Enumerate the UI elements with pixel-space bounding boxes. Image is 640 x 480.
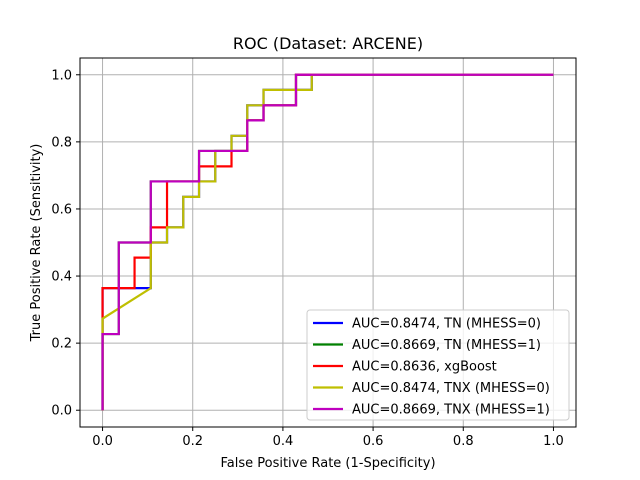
y-tick-label: 0.4	[51, 270, 72, 285]
x-tick-label: 0.6	[363, 434, 384, 449]
roc-line-series-4	[101, 73, 554, 411]
chart-title: ROC (Dataset: ARCENE)	[233, 34, 423, 53]
x-tick-label: 0.2	[182, 434, 203, 449]
y-tick-label: 1.0	[51, 68, 72, 83]
x-axis-label: False Positive Rate (1-Specificity)	[220, 456, 435, 471]
legend-label: AUC=0.8636, xgBoost	[352, 360, 497, 375]
y-axis-label: True Positive Rate (Sensitivity)	[29, 144, 44, 343]
grid	[80, 58, 576, 427]
y-axis-ticks: 0.0 0.2 0.4 0.6 0.8 1.0	[51, 68, 80, 419]
x-tick-label: 1.0	[543, 434, 564, 449]
legend-label: AUC=0.8474, TN (MHESS=0)	[352, 317, 541, 332]
x-axis-ticks: 0.0 0.2 0.4 0.6 0.8 1.0	[92, 427, 564, 449]
legend-label: AUC=0.8669, TN (MHESS=1)	[352, 338, 541, 353]
legend-box	[306, 309, 570, 421]
y-tick-label: 0.8	[51, 135, 72, 150]
plot-frame	[79, 57, 577, 428]
x-tick-label: 0.8	[453, 434, 474, 449]
roc-line-series-5	[101, 73, 554, 411]
x-tick-label: 0.0	[92, 434, 113, 449]
y-tick-label: 0.6	[51, 202, 72, 217]
legend-label: AUC=0.8669, TNX (MHESS=1)	[352, 403, 550, 418]
y-tick-label: 0.0	[51, 404, 72, 419]
legend-label: AUC=0.8474, TNX (MHESS=0)	[352, 381, 550, 396]
x-tick-label: 0.4	[273, 434, 294, 449]
y-tick-label: 0.2	[51, 337, 72, 352]
legend: AUC=0.8474, TN (MHESS=0) AUC=0.8669, TN (…	[306, 309, 570, 421]
series-lines	[101, 73, 554, 411]
